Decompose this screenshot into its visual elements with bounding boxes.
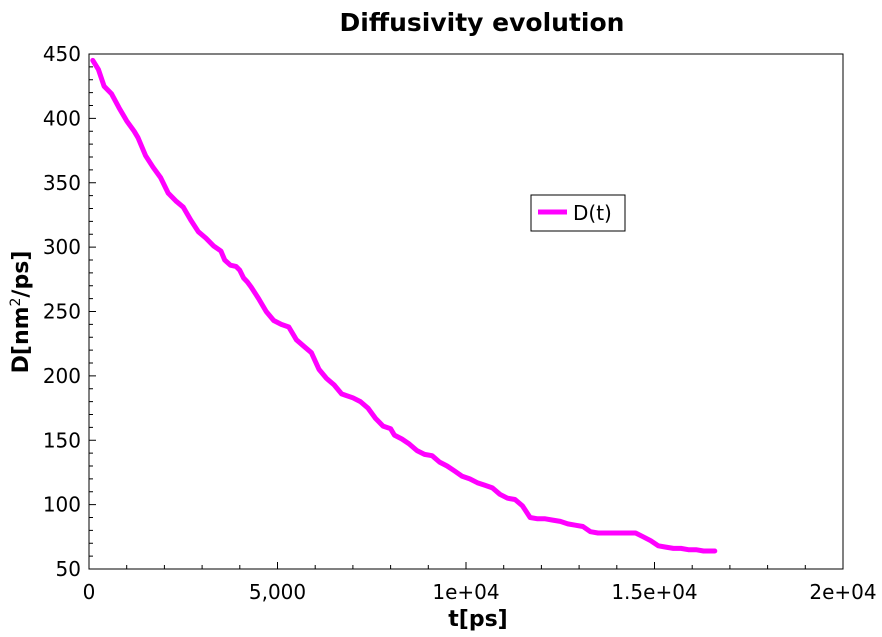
x-tick-label: 5,000 xyxy=(249,580,306,604)
plot-frame xyxy=(88,53,844,570)
legend-label: D(t) xyxy=(573,201,612,225)
y-axis-label-tail: /ps] xyxy=(9,251,34,298)
y-axis-label: D[nm2/ps] xyxy=(8,251,34,374)
x-axis: 0 5,000 1e+04 1.5e+04 2e+04 xyxy=(83,562,877,604)
x-tick-label: 1e+04 xyxy=(432,580,499,604)
y-tick-label: 450 xyxy=(43,42,81,66)
x-tick-label: 0 xyxy=(83,580,96,604)
y-tick-label: 100 xyxy=(43,493,81,517)
y-tick-label: 400 xyxy=(43,106,81,130)
x-tick-label: 2e+04 xyxy=(809,580,876,604)
legend: D(t) xyxy=(530,194,626,232)
y-tick-label: 50 xyxy=(56,557,81,581)
plot-area xyxy=(88,53,844,570)
y-axis: 50 100 150 200 250 300 350 400 450 xyxy=(43,42,96,581)
series-line-d-t xyxy=(90,57,718,554)
x-axis-label: t[ps] xyxy=(448,607,507,632)
y-tick-label: 300 xyxy=(43,235,81,259)
series-layer xyxy=(90,57,718,554)
x-tick-label: 1.5e+04 xyxy=(611,580,697,604)
chart-title: Diffusivity evolution xyxy=(340,8,625,37)
y-axis-label-superscript: 2 xyxy=(8,298,24,307)
y-tick-label: 150 xyxy=(43,428,81,452)
y-tick-label: 350 xyxy=(43,171,81,195)
y-tick-label: 250 xyxy=(43,300,81,324)
y-axis-label-main: D[nm xyxy=(9,306,34,373)
y-tick-label: 200 xyxy=(43,364,81,388)
